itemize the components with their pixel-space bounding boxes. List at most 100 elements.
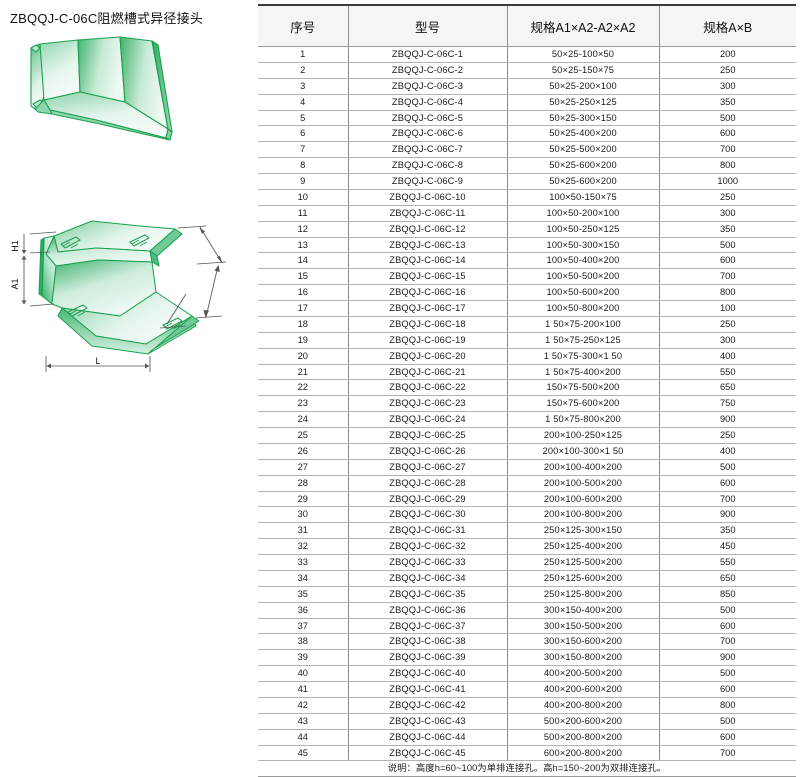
- cell-index: 7: [258, 141, 349, 159]
- cell-ab: 600: [659, 252, 796, 270]
- cell-spec: 200×100-800×200: [507, 506, 660, 524]
- table-row: 14 ZBQQJ-C-06C-14 100×50-400×200 600: [258, 252, 796, 270]
- cell-index: 14: [258, 252, 349, 270]
- cell-spec: 400×200-500×200: [507, 665, 660, 682]
- table-row: 38 ZBQQJ-C-06C-38 300×150-600×200 700: [258, 633, 796, 651]
- cell-spec: 1 50×75-200×100: [507, 316, 660, 333]
- cell-spec: 100×50-300×150: [507, 237, 660, 254]
- cell-model: ZBQQJ-C-06C-1: [348, 46, 508, 63]
- table-row: 32 ZBQQJ-C-06C-32 250×125-400×200 450: [258, 538, 796, 555]
- table-note-row: 说明：高度h=60~100为单排连接孔。高h=150~200为双排连接孔。: [258, 760, 796, 777]
- cell-model: ZBQQJ-C-06C-45: [348, 745, 508, 762]
- cell-index: 3: [258, 78, 349, 95]
- cell-ab: 700: [659, 268, 796, 286]
- cell-ab: 250: [659, 316, 796, 333]
- cell-model: ZBQQJ-C-06C-14: [348, 252, 508, 270]
- cell-index: 10: [258, 189, 349, 206]
- cell-ab: 500: [659, 665, 796, 682]
- cell-model: ZBQQJ-C-06C-18: [348, 316, 508, 333]
- column-header-spec: 规格A1×A2-A2×A2: [507, 4, 660, 47]
- cell-model: ZBQQJ-C-06C-35: [348, 586, 508, 603]
- table-row: 23 ZBQQJ-C-06C-23 150×75-600×200 750: [258, 395, 796, 413]
- cell-model: ZBQQJ-C-06C-7: [348, 141, 508, 159]
- cell-spec: 50×25-400×200: [507, 125, 660, 143]
- cell-spec: 1 50×75-800×200: [507, 411, 660, 428]
- table-row: 5 ZBQQJ-C-06C-5 50×25-300×150 500: [258, 110, 796, 127]
- cell-index: 44: [258, 729, 349, 746]
- cell-ab: 550: [659, 554, 796, 571]
- cell-model: ZBQQJ-C-06C-36: [348, 602, 508, 619]
- cell-ab: 800: [659, 697, 796, 714]
- table-row: 45 ZBQQJ-C-06C-45 600×200-800×200 700: [258, 745, 796, 762]
- cell-ab: 400: [659, 348, 796, 365]
- cell-model: ZBQQJ-C-06C-11: [348, 205, 508, 222]
- cell-ab: 250: [659, 427, 796, 444]
- cell-ab: 600: [659, 125, 796, 143]
- table-row: 10 ZBQQJ-C-06C-10 100×50-150×75 250: [258, 189, 796, 206]
- cell-ab: 550: [659, 364, 796, 381]
- table-row: 12 ZBQQJ-C-06C-12 100×50-250×125 350: [258, 221, 796, 238]
- table-row: 1 ZBQQJ-C-06C-1 50×25-100×50 200: [258, 46, 796, 63]
- cell-spec: 250×125-600×200: [507, 570, 660, 587]
- cell-spec: 200×100-250×125: [507, 427, 660, 444]
- cell-model: ZBQQJ-C-06C-37: [348, 618, 508, 635]
- cell-ab: 800: [659, 284, 796, 301]
- table-row: 37 ZBQQJ-C-06C-37 300×150-500×200 600: [258, 618, 796, 635]
- cell-model: ZBQQJ-C-06C-33: [348, 554, 508, 571]
- cell-model: ZBQQJ-C-06C-2: [348, 62, 508, 79]
- cell-index: 29: [258, 491, 349, 508]
- cell-ab: 700: [659, 745, 796, 762]
- cell-model: ZBQQJ-C-06C-5: [348, 110, 508, 127]
- cell-model: ZBQQJ-C-06C-15: [348, 268, 508, 286]
- cell-ab: 900: [659, 506, 796, 524]
- cell-spec: 600×200-800×200: [507, 745, 660, 762]
- table-row: 26 ZBQQJ-C-06C-26 200×100-300×1 50 400: [258, 443, 796, 460]
- cell-spec: 50×25-600×200: [507, 157, 660, 174]
- cell-spec: 200×100-300×1 50: [507, 443, 660, 460]
- cell-spec: 1 50×75-300×1 50: [507, 348, 660, 365]
- cell-index: 24: [258, 411, 349, 428]
- cell-index: 19: [258, 332, 349, 349]
- cell-ab: 750: [659, 395, 796, 413]
- cell-index: 37: [258, 618, 349, 635]
- table-row: 21 ZBQQJ-C-06C-21 1 50×75-400×200 550: [258, 364, 796, 381]
- cell-model: ZBQQJ-C-06C-29: [348, 491, 508, 508]
- product-illustration-panel: ZBQQJ-C-06C阻燃槽式异径接头: [0, 0, 258, 741]
- cell-model: ZBQQJ-C-06C-4: [348, 94, 508, 111]
- table-note: 说明：高度h=60~100为单排连接孔。高h=150~200为双排连接孔。: [258, 760, 796, 777]
- table-row: 19 ZBQQJ-C-06C-19 1 50×75-250×125 300: [258, 332, 796, 349]
- cell-spec: 250×125-300×150: [507, 522, 660, 540]
- cell-index: 16: [258, 284, 349, 301]
- table-row: 33 ZBQQJ-C-06C-33 250×125-500×200 550: [258, 554, 796, 571]
- cell-index: 34: [258, 570, 349, 587]
- cell-index: 9: [258, 173, 349, 190]
- cell-index: 1: [258, 46, 349, 63]
- cell-index: 18: [258, 316, 349, 333]
- cell-index: 36: [258, 602, 349, 619]
- table-row: 43 ZBQQJ-C-06C-43 500×200-600×200 500: [258, 713, 796, 730]
- cell-spec: 100×50-250×125: [507, 221, 660, 238]
- cell-model: ZBQQJ-C-06C-12: [348, 221, 508, 238]
- table-row: 15 ZBQQJ-C-06C-15 100×50-500×200 700: [258, 268, 796, 286]
- cell-ab: 250: [659, 62, 796, 79]
- specification-table: 序号 型号 规格A1×A2-A2×A2 规格A×B 1 ZBQQJ-C-06C-1…: [258, 4, 796, 777]
- cell-index: 5: [258, 110, 349, 127]
- cell-spec: 50×25-600×200: [507, 173, 660, 190]
- table-row: 36 ZBQQJ-C-06C-36 300×150-400×200 500: [258, 602, 796, 619]
- cell-model: ZBQQJ-C-06C-39: [348, 649, 508, 667]
- cell-index: 30: [258, 506, 349, 524]
- cell-model: ZBQQJ-C-06C-21: [348, 364, 508, 381]
- cell-ab: 650: [659, 379, 796, 397]
- table-row: 2 ZBQQJ-C-06C-2 50×25-150×75 250: [258, 62, 796, 79]
- cell-index: 8: [258, 157, 349, 174]
- cell-ab: 350: [659, 94, 796, 111]
- cell-model: ZBQQJ-C-06C-26: [348, 443, 508, 460]
- cell-ab: 500: [659, 110, 796, 127]
- cell-model: ZBQQJ-C-06C-3: [348, 78, 508, 95]
- cell-index: 42: [258, 697, 349, 714]
- cell-model: ZBQQJ-C-06C-17: [348, 300, 508, 317]
- cell-ab: 900: [659, 649, 796, 667]
- cell-ab: 700: [659, 141, 796, 159]
- cell-ab: 650: [659, 570, 796, 587]
- cell-model: ZBQQJ-C-06C-42: [348, 697, 508, 714]
